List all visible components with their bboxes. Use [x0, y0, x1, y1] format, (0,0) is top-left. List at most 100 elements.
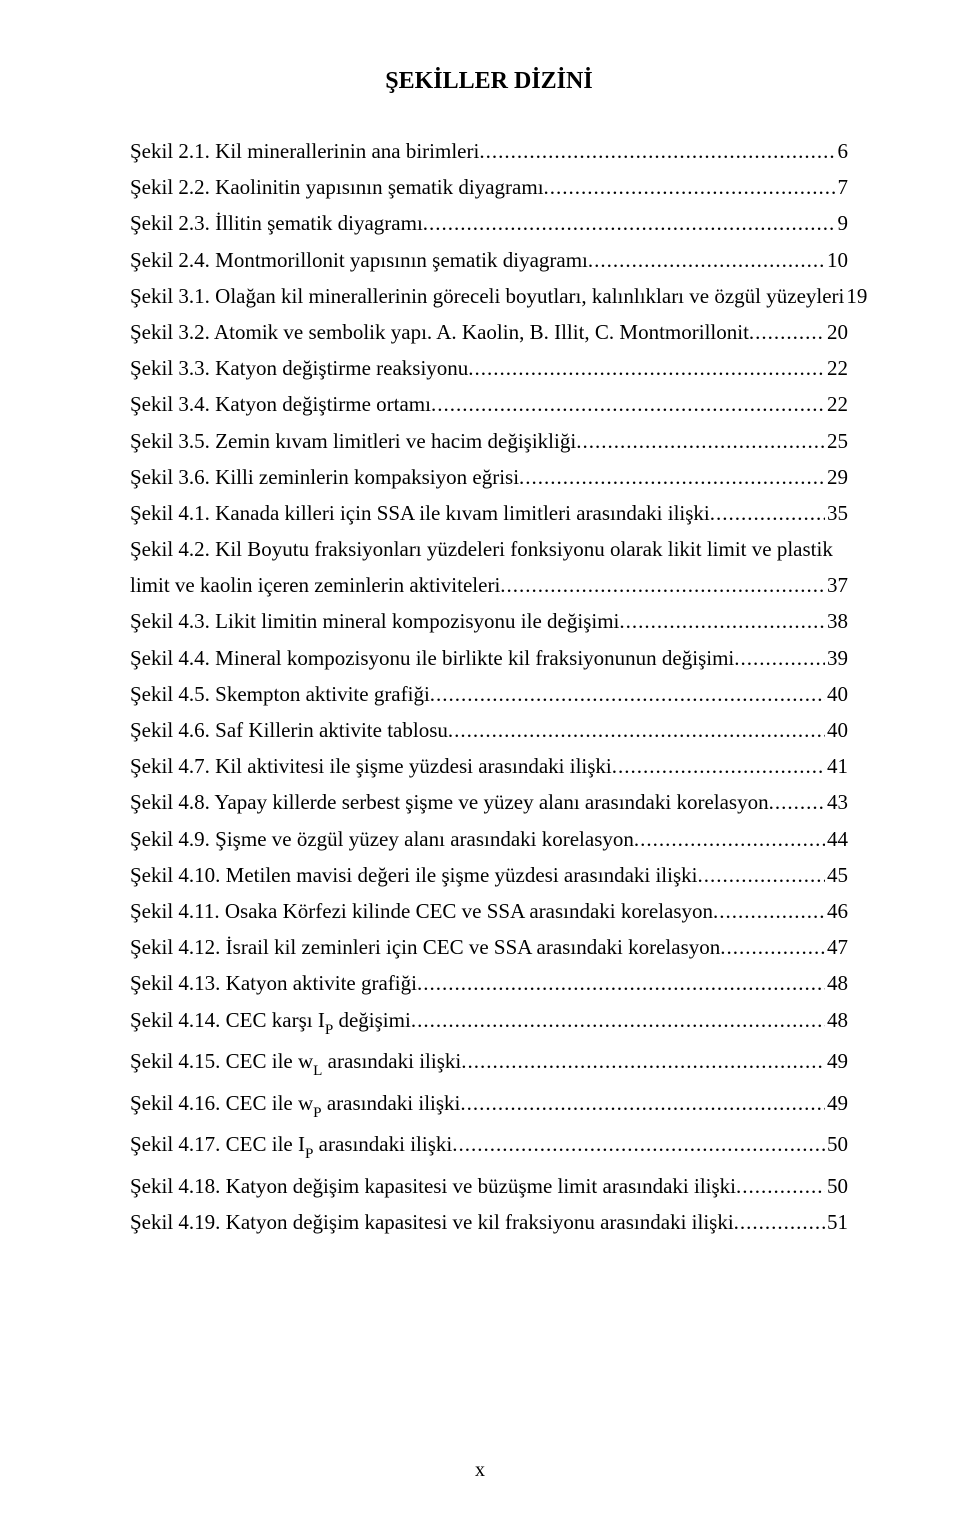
toc-label: Şekil 2.2. Kaolinitin yapısının şematik … — [130, 177, 544, 198]
toc-entry: Şekil 2.4. Montmorillonit yapısının şema… — [130, 250, 848, 271]
toc-entry: Şekil 2.3. İllitin şematik diyagramı9 — [130, 213, 848, 234]
toc-entry: Şekil 3.6. Killi zeminlerin kompaksiyon … — [130, 467, 848, 488]
toc-label: Şekil 3.6. Killi zeminlerin kompaksiyon … — [130, 467, 519, 488]
page-title: ŞEKİLLER DİZİNİ — [130, 68, 848, 95]
toc-leader — [710, 503, 825, 524]
toc-label: Şekil 4.18. Katyon değişim kapasitesi ve… — [130, 1176, 736, 1197]
toc-entry: Şekil 3.1. Olağan kil minerallerinin gör… — [130, 286, 848, 307]
toc-label: Şekil 4.2. Kil Boyutu fraksiyonları yüzd… — [130, 539, 833, 560]
toc-label: Şekil 4.16. CEC ile wP arasındaki ilişki — [130, 1093, 460, 1119]
toc-entry: Şekil 4.1. Kanada killeri için SSA ile k… — [130, 503, 848, 524]
toc-leader — [430, 684, 825, 705]
toc-leader — [431, 394, 825, 415]
toc-leader — [634, 829, 825, 850]
page-number: x — [0, 1459, 960, 1482]
toc-page: 35 — [825, 503, 848, 524]
toc-list: Şekil 2.1. Kil minerallerinin ana biriml… — [130, 141, 848, 1233]
toc-entry: Şekil 4.10. Metilen mavisi değeri ile şi… — [130, 865, 848, 886]
toc-label: Şekil 3.5. Zemin kıvam limitleri ve haci… — [130, 431, 576, 452]
toc-leader — [544, 177, 836, 198]
toc-leader — [734, 1212, 825, 1233]
toc-page: 49 — [825, 1051, 848, 1072]
toc-entry: Şekil 3.3. Katyon değiştirme reaksiyonu2… — [130, 358, 848, 379]
toc-leader — [411, 1010, 825, 1031]
toc-leader — [448, 720, 825, 741]
toc-label: Şekil 4.5. Skempton aktivite grafiği — [130, 684, 430, 705]
toc-entry: Şekil 4.3. Likit limitin mineral kompozi… — [130, 611, 848, 632]
toc-page: 49 — [825, 1093, 848, 1114]
toc-label: Şekil 4.4. Mineral kompozisyonu ile birl… — [130, 648, 734, 669]
toc-leader — [423, 213, 836, 234]
toc-entry: Şekil 4.13. Katyon aktivite grafiği48 — [130, 973, 848, 994]
toc-leader — [612, 756, 825, 777]
toc-page: 48 — [825, 1010, 848, 1031]
toc-entry: Şekil 4.19. Katyon değişim kapasitesi ve… — [130, 1212, 848, 1233]
toc-label: Şekil 4.13. Katyon aktivite grafiği — [130, 973, 417, 994]
toc-label: Şekil 4.6. Saf Killerin aktivite tablosu — [130, 720, 448, 741]
toc-entry: Şekil 4.7. Kil aktivitesi ile şişme yüzd… — [130, 756, 848, 777]
page: ŞEKİLLER DİZİNİ Şekil 2.1. Kil mineralle… — [0, 0, 960, 1526]
toc-label: Şekil 4.1. Kanada killeri için SSA ile k… — [130, 503, 710, 524]
toc-page: 25 — [825, 431, 848, 452]
toc-page: 9 — [836, 213, 849, 234]
toc-entry: Şekil 4.4. Mineral kompozisyonu ile birl… — [130, 648, 848, 669]
toc-label: Şekil 4.11. Osaka Körfezi kilinde CEC ve… — [130, 901, 713, 922]
toc-page: 38 — [825, 611, 848, 632]
toc-label: Şekil 3.3. Katyon değiştirme reaksiyonu — [130, 358, 468, 379]
toc-entry: Şekil 4.15. CEC ile wL arasındaki ilişki… — [130, 1051, 848, 1077]
toc-label: Şekil 4.7. Kil aktivitesi ile şişme yüzd… — [130, 756, 612, 777]
toc-page: 50 — [825, 1176, 848, 1197]
toc-entry: Şekil 4.16. CEC ile wP arasındaki ilişki… — [130, 1093, 848, 1119]
toc-entry: Şekil 4.2. Kil Boyutu fraksiyonları yüzd… — [130, 539, 848, 560]
toc-leader — [736, 1176, 825, 1197]
toc-label: Şekil 2.4. Montmorillonit yapısının şema… — [130, 250, 588, 271]
toc-label: Şekil 4.10. Metilen mavisi değeri ile şi… — [130, 865, 697, 886]
toc-page: 29 — [825, 467, 848, 488]
toc-entry: limit ve kaolin içeren zeminlerin aktivi… — [130, 575, 848, 596]
toc-page: 7 — [836, 177, 849, 198]
toc-leader — [720, 937, 825, 958]
toc-page: 22 — [825, 394, 848, 415]
toc-label: Şekil 4.14. CEC karşı IP değişimi — [130, 1010, 411, 1036]
toc-label: Şekil 4.8. Yapay killerde serbest şişme … — [130, 792, 769, 813]
toc-entry: Şekil 4.12. İsrail kil zeminleri için CE… — [130, 937, 848, 958]
toc-page: 44 — [825, 829, 848, 850]
toc-page: 45 — [825, 865, 848, 886]
toc-entry: Şekil 2.2. Kaolinitin yapısının şematik … — [130, 177, 848, 198]
toc-entry: Şekil 4.11. Osaka Körfezi kilinde CEC ve… — [130, 901, 848, 922]
toc-label: Şekil 4.9. Şişme ve özgül yüzey alanı ar… — [130, 829, 634, 850]
toc-page: 50 — [825, 1134, 848, 1155]
toc-leader — [500, 575, 825, 596]
toc-label: Şekil 4.17. CEC ile IP arasındaki ilişki — [130, 1134, 452, 1160]
toc-entry: Şekil 4.5. Skempton aktivite grafiği 40 — [130, 684, 848, 705]
toc-label: Şekil 4.15. CEC ile wL arasındaki ilişki — [130, 1051, 461, 1077]
toc-label: Şekil 3.1. Olağan kil minerallerinin gör… — [130, 286, 844, 307]
toc-leader — [769, 792, 825, 813]
toc-entry: Şekil 4.18. Katyon değişim kapasitesi ve… — [130, 1176, 848, 1197]
toc-page: 20 — [825, 322, 848, 343]
toc-entry: Şekil 4.8. Yapay killerde serbest şişme … — [130, 792, 848, 813]
toc-page: 41 — [825, 756, 848, 777]
toc-leader — [417, 973, 825, 994]
toc-entry: Şekil 3.5. Zemin kıvam limitleri ve haci… — [130, 431, 848, 452]
toc-page: 10 — [825, 250, 848, 271]
toc-entry: Şekil 3.4. Katyon değiştirme ortamı22 — [130, 394, 848, 415]
toc-page: 40 — [825, 684, 848, 705]
toc-entry: Şekil 4.14. CEC karşı IP değişimi 48 — [130, 1010, 848, 1036]
toc-leader — [749, 322, 825, 343]
toc-page: 46 — [825, 901, 848, 922]
toc-leader — [713, 901, 825, 922]
toc-leader — [468, 358, 825, 379]
toc-leader — [697, 865, 825, 886]
toc-label: Şekil 2.1. Kil minerallerinin ana biriml… — [130, 141, 479, 162]
toc-label: Şekil 3.2. Atomik ve sembolik yapı. A. K… — [130, 322, 749, 343]
toc-entry: Şekil 2.1. Kil minerallerinin ana biriml… — [130, 141, 848, 162]
toc-label: Şekil 4.3. Likit limitin mineral kompozi… — [130, 611, 619, 632]
toc-leader — [479, 141, 835, 162]
toc-page: 37 — [825, 575, 848, 596]
toc-leader — [619, 611, 825, 632]
toc-entry: Şekil 4.6. Saf Killerin aktivite tablosu… — [130, 720, 848, 741]
toc-leader — [734, 648, 825, 669]
toc-page: 51 — [825, 1212, 848, 1233]
toc-entry: Şekil 4.17. CEC ile IP arasındaki ilişki… — [130, 1134, 848, 1160]
